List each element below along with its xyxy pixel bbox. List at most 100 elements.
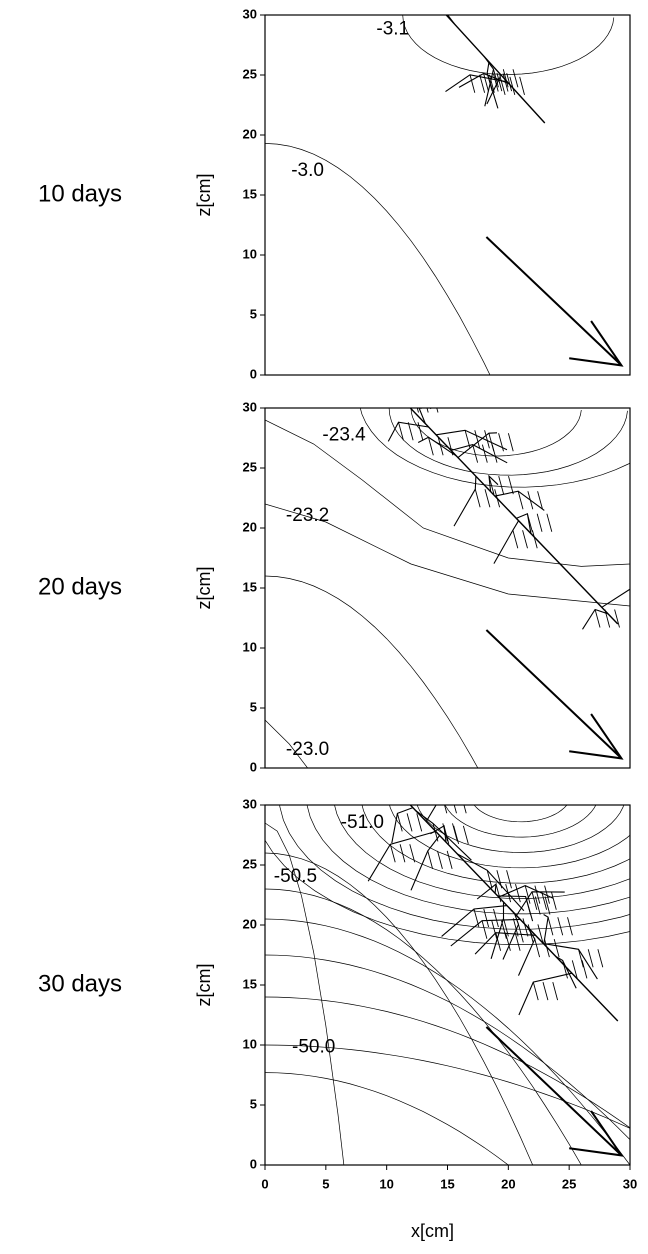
- y-tick-label: 10: [243, 1036, 257, 1051]
- y-tick-label: 10: [243, 639, 257, 654]
- root-hair: [604, 609, 611, 628]
- root-hair: [453, 825, 460, 845]
- root: [409, 408, 619, 625]
- contour-line: [265, 839, 630, 945]
- root-hair: [437, 850, 443, 870]
- y-tick-label: 5: [250, 1096, 257, 1111]
- contour-label: -3.1: [376, 18, 409, 39]
- y-tick-label: 0: [250, 759, 257, 774]
- contour-line: [265, 143, 491, 375]
- contour-line: [265, 575, 479, 768]
- root: [518, 972, 573, 1016]
- root-hair: [514, 932, 521, 951]
- x-tick-label: 10: [379, 1176, 393, 1191]
- root-hair: [493, 908, 499, 928]
- root-hair: [488, 74, 495, 93]
- root-hair: [447, 437, 454, 456]
- contour-label: -50.0: [292, 1036, 335, 1057]
- contour-line: [265, 996, 630, 1129]
- root-hair: [417, 422, 424, 441]
- contour-label: -51.0: [341, 812, 384, 833]
- y-axis-label: z[cm]: [194, 567, 214, 610]
- x-tick-label: 30: [623, 1176, 637, 1191]
- root-hair: [494, 489, 501, 508]
- root-hair: [442, 823, 449, 842]
- root-hair: [518, 924, 524, 943]
- root-hair: [469, 74, 476, 93]
- root-hair: [463, 805, 467, 814]
- root-hair: [486, 870, 493, 889]
- root-hair: [546, 513, 553, 532]
- root-hair: [437, 437, 444, 456]
- root-hair: [495, 883, 502, 903]
- root-hair: [389, 844, 396, 863]
- y-tick-label: 20: [243, 519, 257, 534]
- y-tick-label: 25: [243, 459, 257, 474]
- root-hair: [474, 430, 481, 449]
- root-hair: [512, 69, 519, 88]
- root-hair: [614, 609, 620, 628]
- y-tick-label: 5: [250, 699, 257, 714]
- contour-line: [265, 954, 630, 1140]
- root-hair: [396, 813, 403, 832]
- root-hair: [443, 0, 448, 14]
- x-tick-label: 20: [501, 1176, 515, 1191]
- x-axis-label: x[cm]: [411, 1221, 454, 1241]
- arrow: [485, 629, 624, 760]
- root-hair: [474, 489, 481, 508]
- arrow: [485, 236, 624, 367]
- panel-title: 10 days: [38, 180, 122, 207]
- root-hair: [484, 489, 491, 508]
- plot-area: -3.1 -3.0: [265, 0, 624, 375]
- contour-line: [265, 503, 630, 607]
- contour-label: -50.5: [274, 866, 317, 887]
- contour-line: [361, 805, 630, 884]
- contour-line: [265, 822, 345, 1165]
- panel: 20 days z[cm] -23.4 -23.2 -23.0 0 5 10 15 20 25 30: [38, 399, 631, 774]
- contour-line: [444, 805, 597, 838]
- root-hair: [526, 513, 533, 532]
- root-hair: [443, 825, 450, 845]
- root-hair: [547, 917, 554, 936]
- y-axis-label: z[cm]: [194, 174, 214, 217]
- root-hair: [525, 896, 531, 915]
- root-hair: [492, 73, 499, 92]
- root-hair: [426, 408, 429, 413]
- root: [409, 805, 619, 1022]
- root-hair: [522, 530, 528, 549]
- root-hair: [406, 813, 413, 832]
- root-hair: [506, 870, 512, 889]
- root-hair: [557, 917, 564, 936]
- root-hair: [488, 433, 495, 452]
- contour-line: [265, 852, 534, 1165]
- contour-line: [473, 805, 568, 823]
- root-hair: [534, 885, 541, 904]
- y-tick-label: 15: [243, 976, 257, 991]
- y-tick-label: 20: [243, 916, 257, 931]
- root-hair: [473, 908, 480, 928]
- root-hair: [512, 918, 519, 937]
- contour-line: [410, 408, 582, 457]
- root-hair: [433, 0, 438, 14]
- root-hair: [481, 444, 488, 463]
- contour-line: [265, 888, 582, 1165]
- root-hair: [436, 408, 439, 413]
- contour-label: -3.0: [291, 160, 324, 181]
- root: [601, 588, 630, 608]
- y-tick-label: 15: [243, 579, 257, 594]
- root: [494, 490, 545, 511]
- root: [425, 805, 437, 822]
- root-hair: [479, 74, 486, 93]
- root-hair: [403, 781, 408, 799]
- contour-label: -23.4: [322, 425, 366, 446]
- root-hair: [483, 908, 490, 928]
- plot-area: -23.4 -23.2 -23.0: [265, 408, 630, 768]
- root-hair: [428, 437, 434, 456]
- root-hair: [399, 844, 406, 863]
- root-hair: [531, 891, 538, 910]
- root-hair: [491, 920, 498, 939]
- root-hair: [506, 72, 513, 92]
- panel-title: 20 days: [38, 573, 122, 600]
- root-hair: [536, 513, 543, 532]
